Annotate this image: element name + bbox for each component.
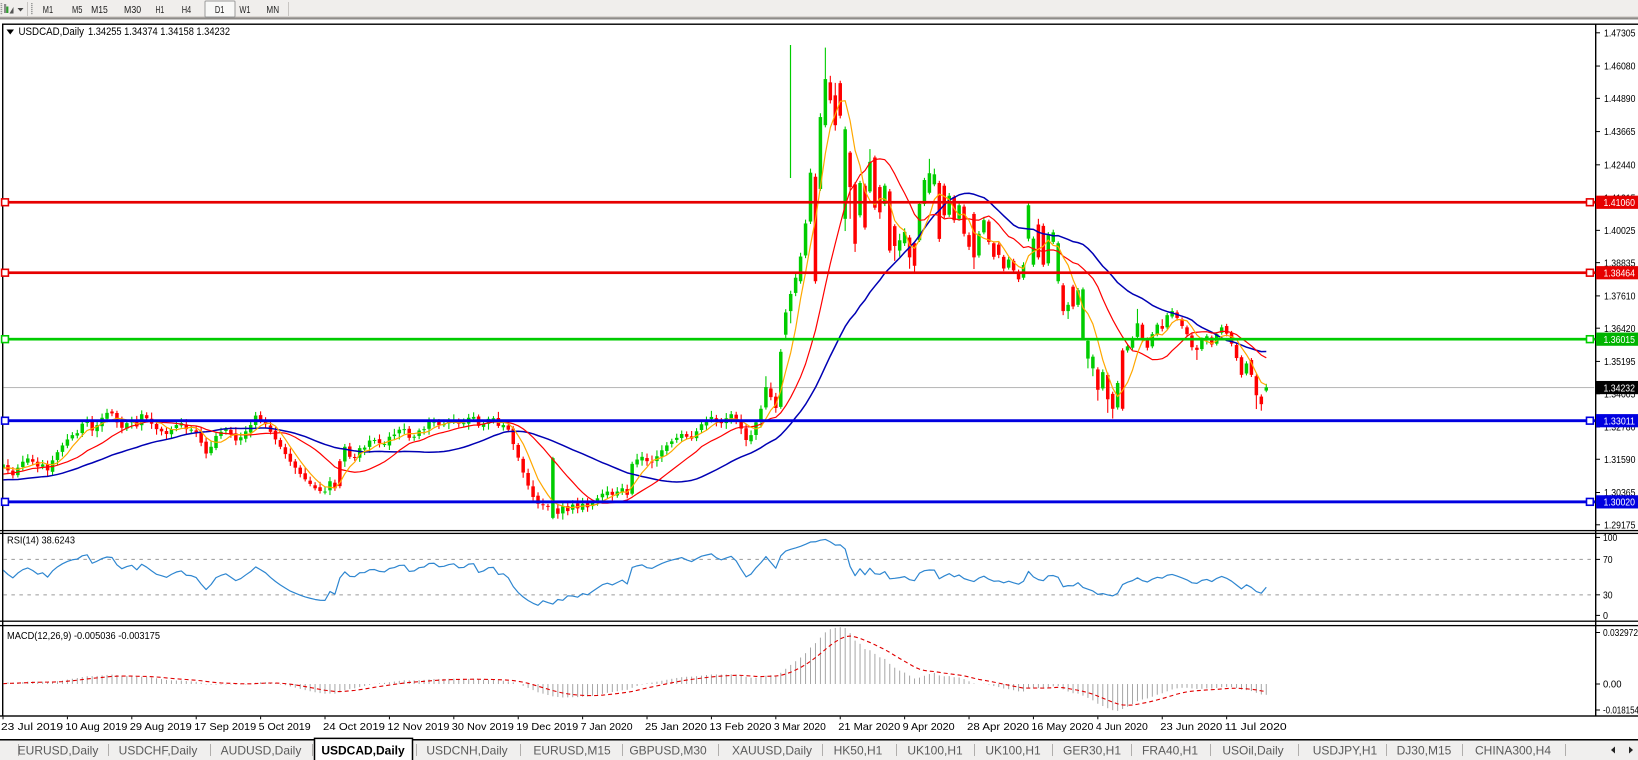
svg-text:1.36015: 1.36015: [1604, 335, 1636, 346]
svg-text:30 Nov 2019: 30 Nov 2019: [452, 721, 514, 733]
svg-text:USDCHF,Daily: USDCHF,Daily: [119, 744, 198, 758]
svg-text:1.43665: 1.43665: [1604, 127, 1636, 138]
svg-text:1.34255 1.34374 1.34158 1.3423: 1.34255 1.34374 1.34158 1.34232: [88, 26, 230, 38]
svg-text:5 Oct 2019: 5 Oct 2019: [259, 721, 311, 733]
svg-text:M5: M5: [72, 4, 83, 16]
svg-text:0.00: 0.00: [1603, 680, 1622, 691]
svg-text:1.34232: 1.34232: [1604, 383, 1636, 394]
svg-text:GBPUSD,M30: GBPUSD,M30: [629, 744, 707, 758]
svg-text:9 Apr 2020: 9 Apr 2020: [903, 721, 955, 733]
svg-text:0: 0: [1603, 611, 1608, 622]
svg-text:13 Feb 2020: 13 Feb 2020: [709, 721, 771, 733]
svg-text:-0.018154: -0.018154: [1603, 706, 1638, 717]
svg-text:1.38464: 1.38464: [1604, 269, 1636, 280]
svg-text:CHINA300,H4: CHINA300,H4: [1475, 744, 1551, 758]
svg-text:1.30020: 1.30020: [1604, 498, 1636, 509]
svg-text:1.46080: 1.46080: [1604, 62, 1636, 73]
svg-text:25 Jan 2020: 25 Jan 2020: [645, 721, 707, 733]
svg-text:1.41060: 1.41060: [1604, 198, 1636, 209]
svg-text:11 Jul 2020: 11 Jul 2020: [1225, 721, 1287, 733]
svg-text:XAUUSD,Daily: XAUUSD,Daily: [732, 744, 812, 758]
svg-text:1.35195: 1.35195: [1604, 357, 1636, 368]
svg-text:1.29175: 1.29175: [1604, 520, 1636, 531]
svg-text:EURUSD,M15: EURUSD,M15: [533, 744, 611, 758]
svg-text:70: 70: [1603, 555, 1613, 566]
svg-text:H4: H4: [182, 4, 192, 16]
svg-text:RSI(14) 38.6243: RSI(14) 38.6243: [7, 536, 75, 547]
svg-text:21 Mar 2020: 21 Mar 2020: [838, 721, 900, 733]
svg-text:1.34005: 1.34005: [1604, 389, 1636, 400]
svg-text:UK100,H1: UK100,H1: [907, 744, 963, 758]
svg-text:1.47305: 1.47305: [1604, 28, 1636, 39]
svg-text:1.37610: 1.37610: [1604, 291, 1636, 302]
svg-text:30: 30: [1603, 590, 1613, 601]
svg-text:24 Oct 2019: 24 Oct 2019: [323, 721, 385, 733]
svg-text:16 May 2020: 16 May 2020: [1031, 721, 1093, 733]
svg-text:USOil,Daily: USOil,Daily: [1222, 744, 1283, 758]
svg-text:3 Mar 2020: 3 Mar 2020: [774, 721, 826, 733]
svg-text:USDCNH,Daily: USDCNH,Daily: [426, 744, 507, 758]
svg-text:D1: D1: [215, 4, 225, 16]
svg-text:W1: W1: [239, 4, 250, 16]
svg-text:H1: H1: [156, 4, 165, 16]
svg-text:USDJPY,H1: USDJPY,H1: [1313, 744, 1378, 758]
svg-text:1.40025: 1.40025: [1604, 226, 1636, 237]
svg-text:1.30365: 1.30365: [1604, 488, 1636, 499]
svg-text:7 Jan 2020: 7 Jan 2020: [581, 721, 633, 733]
svg-text:0.032972: 0.032972: [1603, 628, 1638, 639]
svg-text:19 Dec 2019: 19 Dec 2019: [516, 721, 578, 733]
svg-text:DJ30,M15: DJ30,M15: [1397, 744, 1452, 758]
svg-text:USDCAD,Daily: USDCAD,Daily: [19, 26, 85, 38]
svg-text:EURUSD,Daily: EURUSD,Daily: [18, 744, 99, 758]
svg-text:100: 100: [1603, 533, 1618, 544]
svg-text:1.32780: 1.32780: [1604, 423, 1636, 434]
svg-text:AUDUSD,Daily: AUDUSD,Daily: [221, 744, 302, 758]
svg-text:10 Aug 2019: 10 Aug 2019: [65, 721, 127, 733]
svg-text:HK50,H1: HK50,H1: [834, 744, 883, 758]
svg-text:MACD(12,26,9) -0.005036 -0.003: MACD(12,26,9) -0.005036 -0.003175: [7, 631, 160, 642]
svg-text:23 Jul 2019: 23 Jul 2019: [1, 721, 63, 733]
svg-text:M1: M1: [43, 4, 53, 16]
svg-text:MN: MN: [266, 4, 279, 16]
svg-text:M30: M30: [124, 4, 141, 16]
svg-text:29 Aug 2019: 29 Aug 2019: [130, 721, 192, 733]
svg-text:UK100,H1: UK100,H1: [985, 744, 1041, 758]
svg-text:12 Nov 2019: 12 Nov 2019: [387, 721, 449, 733]
svg-text:M15: M15: [91, 4, 108, 16]
svg-text:1.42440: 1.42440: [1604, 160, 1636, 171]
svg-text:FRA40,H1: FRA40,H1: [1142, 744, 1198, 758]
svg-text:1.36420: 1.36420: [1604, 324, 1636, 335]
svg-text:GER30,H1: GER30,H1: [1063, 744, 1121, 758]
svg-text:1.33011: 1.33011: [1604, 417, 1636, 428]
svg-text:17 Sep 2019: 17 Sep 2019: [194, 721, 256, 733]
svg-text:23 Jun 2020: 23 Jun 2020: [1160, 721, 1222, 733]
svg-text:1.31590: 1.31590: [1604, 455, 1636, 466]
svg-text:1.38835: 1.38835: [1604, 258, 1636, 269]
svg-text:28 Apr 2020: 28 Apr 2020: [967, 721, 1029, 733]
svg-text:1.44890: 1.44890: [1604, 94, 1636, 105]
svg-text:USDCAD,Daily: USDCAD,Daily: [321, 744, 405, 758]
svg-text:4 Jun 2020: 4 Jun 2020: [1096, 721, 1148, 733]
